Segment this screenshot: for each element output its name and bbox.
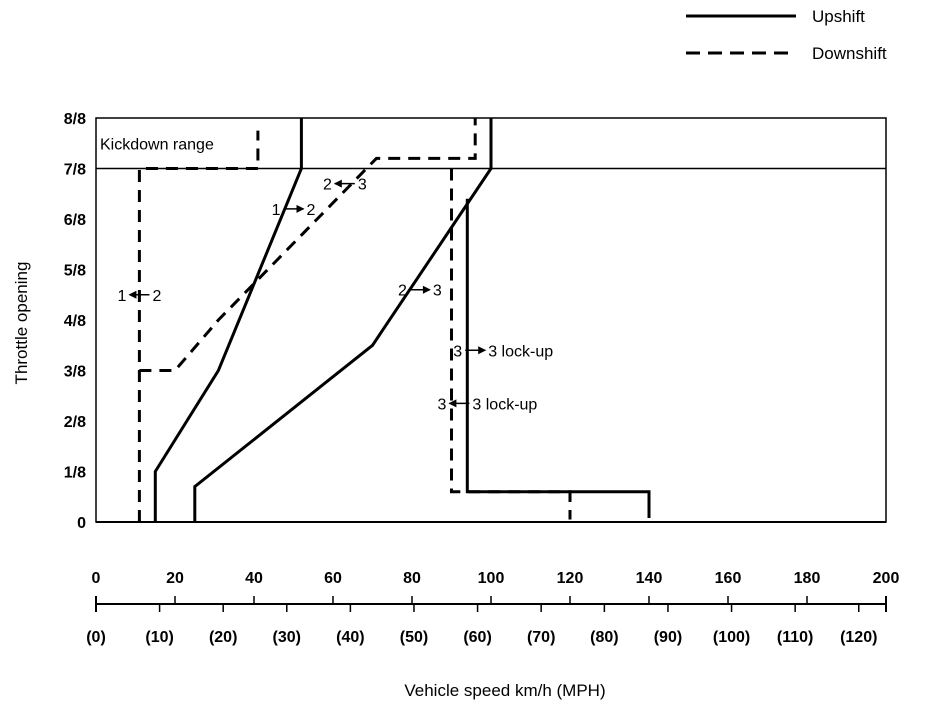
annotation-to-gear: 2 bbox=[307, 202, 316, 219]
x-tick-label-kmh: 0 bbox=[92, 570, 101, 587]
legend: Upshift Downshift bbox=[686, 7, 887, 63]
x-tick-label-kmh: 200 bbox=[873, 570, 900, 587]
annotation-from-gear: 1 bbox=[118, 288, 127, 305]
x-tick-label-mph: (110) bbox=[777, 629, 813, 646]
x-tick-label-mph: (80) bbox=[590, 629, 618, 646]
annotation-layer: 1 21 22 32 33 3 lock-up3 3 lock-up bbox=[118, 177, 554, 414]
x-tick-label-kmh: 40 bbox=[245, 570, 263, 587]
annotation-from-gear: 3 bbox=[437, 396, 446, 413]
y-tick-label: 8/8 bbox=[64, 111, 86, 128]
y-tick-label: 5/8 bbox=[64, 263, 86, 280]
y-tick-label: 0 bbox=[77, 515, 86, 532]
y-tick-label: 7/8 bbox=[64, 162, 86, 179]
x-tick-label-mph: (10) bbox=[145, 629, 173, 646]
annotation-to-gear: 3 lock-up bbox=[472, 396, 537, 413]
x-tick-label-kmh: 120 bbox=[557, 570, 584, 587]
annotation-arrow-head bbox=[478, 346, 487, 355]
x-tick-label-mph: (70) bbox=[527, 629, 555, 646]
kickdown-range-label: Kickdown range bbox=[100, 136, 214, 153]
series-up12 bbox=[153, 118, 303, 522]
x-tick-label-mph: (50) bbox=[400, 629, 428, 646]
annotation-to-gear: 3 lock-up bbox=[488, 343, 553, 360]
series-down32 bbox=[139, 118, 477, 372]
y-tick-label: 6/8 bbox=[64, 212, 86, 229]
annotation-to-gear: 3 bbox=[358, 177, 367, 194]
x-tick-label-mph: (120) bbox=[840, 629, 877, 646]
annotation-arrow-head bbox=[296, 204, 305, 213]
y-tick-label: 4/8 bbox=[64, 313, 86, 330]
x-tick-label-mph: (30) bbox=[273, 629, 301, 646]
annotation-to-gear: 2 bbox=[152, 288, 161, 305]
annotation-arrow-head bbox=[333, 179, 342, 188]
annotation-from-gear: 2 bbox=[398, 283, 407, 300]
x-tick-label-kmh: 100 bbox=[478, 570, 505, 587]
x-tick-label-kmh: 60 bbox=[324, 570, 342, 587]
x-tick-label-mph: (40) bbox=[336, 629, 364, 646]
y-axis: 0 1/8 2/8 3/8 4/8 5/8 6/8 7/8 8/8 Throttle openin… bbox=[12, 111, 86, 532]
y-tick-label: 3/8 bbox=[64, 364, 86, 381]
x-tick-label-mph: (90) bbox=[654, 629, 682, 646]
series-down3lock bbox=[450, 168, 572, 520]
x-tick-label-kmh: 180 bbox=[794, 570, 821, 587]
legend-label: Downshift bbox=[812, 44, 887, 63]
legend-label: Upshift bbox=[812, 7, 865, 26]
annotation-arrow-head bbox=[128, 290, 137, 299]
annotation-arrow-head bbox=[448, 399, 457, 408]
x-axis-label: Vehicle speed km/h (MPH) bbox=[404, 681, 605, 700]
shift-annotation: 3 3 lock-up bbox=[437, 396, 537, 413]
x-tick-label-kmh: 80 bbox=[403, 570, 421, 587]
y-tick-label: 2/8 bbox=[64, 414, 86, 431]
x-tick-label-kmh: 20 bbox=[166, 570, 184, 587]
series-layer bbox=[96, 118, 886, 523]
x-tick-label-mph: (0) bbox=[86, 629, 106, 646]
shift-annotation: 3 3 lock-up bbox=[453, 343, 553, 360]
plot-frame: Kickdown range bbox=[95, 117, 887, 523]
x-tick-label-mph: (60) bbox=[463, 629, 491, 646]
y-axis-label: Throttle opening bbox=[12, 262, 31, 385]
x-axis: 0 20 40 60 80 100 120 140 160 180 200 (0) (10) (20) (3… bbox=[86, 570, 899, 700]
series-up23 bbox=[193, 118, 493, 522]
annotation-from-gear: 2 bbox=[323, 177, 332, 194]
y-tick-label: 1/8 bbox=[64, 465, 86, 482]
annotation-arrow-head bbox=[422, 285, 431, 294]
x-tick-label-kmh: 160 bbox=[715, 570, 742, 587]
x-tick-label-mph: (100) bbox=[713, 629, 750, 646]
annotation-to-gear: 3 bbox=[433, 283, 442, 300]
x-tick-label-kmh: 140 bbox=[636, 570, 663, 587]
series-down21 bbox=[137, 130, 260, 522]
x-tick-label-mph: (20) bbox=[209, 629, 237, 646]
plot-border bbox=[95, 117, 887, 523]
annotation-from-gear: 3 bbox=[453, 343, 462, 360]
annotation-from-gear: 1 bbox=[272, 202, 281, 219]
